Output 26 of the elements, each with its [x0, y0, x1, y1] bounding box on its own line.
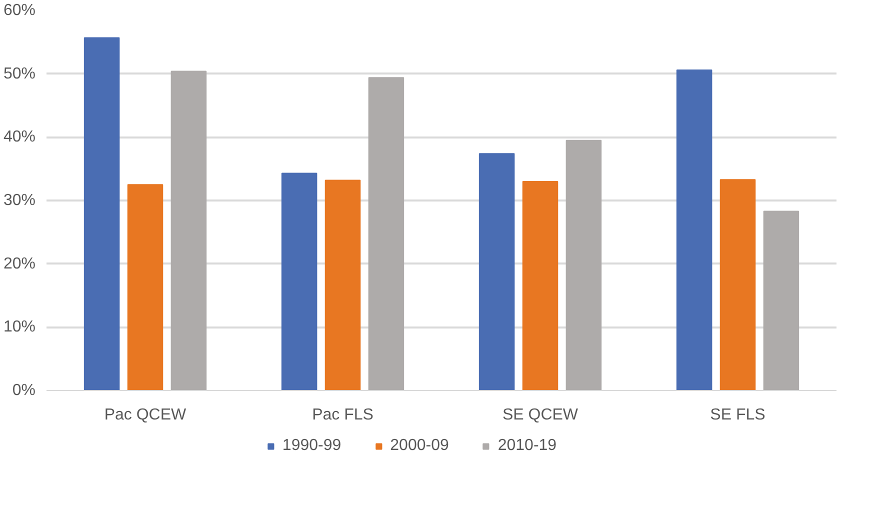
legend-label: 1990-99 — [282, 437, 342, 455]
y-tick-label: 20% — [3, 255, 36, 272]
y-tick-label: 40% — [3, 128, 36, 146]
x-tick-label: SE FLS — [710, 406, 766, 424]
legend-label: 2010-19 — [498, 437, 557, 455]
bar — [368, 77, 404, 390]
bar — [84, 37, 120, 390]
bar — [566, 140, 602, 390]
x-tick-label: Pac FLS — [312, 406, 374, 424]
bar — [324, 180, 361, 390]
y-tick-label: 10% — [3, 318, 36, 336]
bar — [127, 184, 164, 390]
bar — [170, 70, 207, 390]
legend-label: 2000-09 — [390, 437, 449, 455]
y-tick-label: 50% — [3, 65, 36, 82]
bar — [676, 70, 712, 390]
x-tick-label: Pac QCEW — [104, 406, 188, 424]
bar — [720, 179, 756, 390]
y-tick-label: 60% — [3, 2, 36, 19]
bar — [763, 210, 800, 390]
x-tick-label: SE QCEW — [502, 406, 579, 424]
y-tick-label: 30% — [3, 192, 36, 209]
bar — [281, 172, 318, 390]
bar — [478, 153, 515, 390]
y-tick-label: 0% — [12, 382, 36, 399]
bar — [522, 181, 558, 390]
